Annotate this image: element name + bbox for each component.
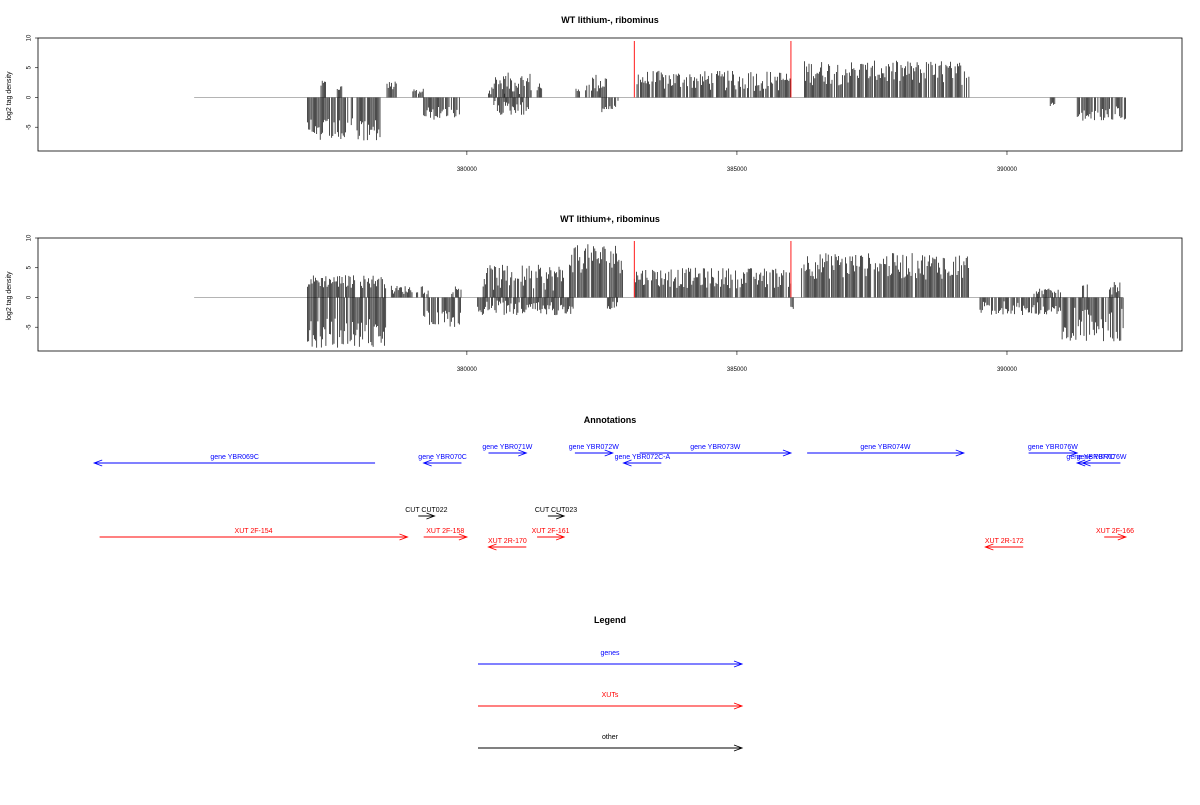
feature-label: gene YBR071W [482, 444, 532, 451]
signal-bars [194, 60, 1126, 141]
feature-label: gene YBR069C [210, 454, 259, 461]
feature-label: gene YBR072C-A [615, 454, 671, 461]
arrow-head [426, 512, 436, 520]
annotations-title: Annotations [584, 415, 637, 425]
annotation-feature: gene YBR072C-A [615, 454, 671, 467]
arrow-head [1117, 533, 1128, 541]
feature-label: gene YBR073W [690, 444, 740, 451]
annotation-feature: gene YBR074W [807, 444, 966, 457]
y-tick-label: -5 [27, 324, 33, 330]
annotation-feature: XUT 2R-172 [984, 538, 1024, 551]
arrow-head [733, 744, 744, 752]
y-axis-label: log2 tag density [6, 71, 13, 121]
y-tick-label: 10 [27, 234, 33, 241]
annotation-feature: gene YBR073W [639, 444, 793, 457]
x-tick-label: 390000 [997, 167, 1018, 173]
feature-label: gene YBR076W [1076, 454, 1126, 461]
legend-items: genes XUTs other [478, 650, 744, 752]
annotation-feature: XUT 2F-158 [423, 528, 469, 541]
arrow-head [518, 449, 528, 457]
track-title: WT lithium-, ribominus [561, 15, 659, 25]
annotation-feature: gene YBR069C [92, 454, 376, 467]
feature-label: CUT CUT023 [535, 507, 577, 514]
arrow-head [1075, 459, 1086, 467]
arrow-head [487, 543, 497, 551]
annotation-feature: gene YBR071W [482, 444, 533, 457]
marker-lines [633, 40, 792, 98]
x-tick-label: 385000 [727, 367, 748, 373]
y-tick-label: 5 [27, 265, 33, 269]
feature-label: XUT 2F-161 [532, 528, 570, 535]
legend-label: XUTs [602, 692, 619, 699]
arrow-head [604, 449, 614, 457]
signal-bars [194, 244, 1124, 348]
x-tick-label: 380000 [457, 167, 478, 173]
arrow-head [555, 512, 566, 520]
legend-item: other [478, 734, 744, 752]
annotation-feature: gene YBR076W [1028, 444, 1079, 457]
arrow-head [1069, 449, 1079, 457]
annotation-feature: XUT 2F-166 [1096, 528, 1134, 541]
feature-label: XUT 2F-158 [426, 528, 464, 535]
arrow-head [782, 449, 793, 457]
marker-lines [633, 240, 792, 298]
x-tick-label: 380000 [457, 367, 478, 373]
annotation-feature: CUT CUT022 [405, 507, 448, 520]
y-axis-label: log2 tag density [6, 271, 13, 321]
arrow-head [733, 702, 744, 710]
axis-ticks: -5 0 5 10 380000 385000 390000 [27, 34, 1018, 173]
feature-label: XUT 2R-170 [488, 538, 527, 545]
legend-item: XUTs [478, 692, 744, 710]
feature-label: gene YBR074W [860, 444, 910, 451]
track-title: WT lithium+, ribominus [560, 214, 660, 224]
arrow-head [955, 449, 966, 457]
legend-item: genes [478, 650, 744, 668]
feature-label: CUT CUT022 [405, 507, 447, 514]
annotations-panel: Annotations gene YBR069C gene YBR070Cgene… [92, 415, 1134, 551]
y-tick-label: 5 [27, 65, 33, 69]
feature-label: XUT 2R-172 [985, 538, 1024, 545]
annotation-feature: gene YBR077C [1066, 454, 1115, 467]
legend-label: genes [600, 650, 620, 657]
arrow-head [458, 533, 469, 541]
axis-ticks: -5 0 5 10 380000 385000 390000 [27, 234, 1018, 373]
annotation-feature: XUT 2F-161 [532, 528, 570, 541]
feature-label: XUT 2F-166 [1096, 528, 1134, 535]
legend: Legend genes XUTs other [478, 615, 744, 752]
annotation-feature: CUT CUT023 [535, 507, 577, 520]
x-tick-label: 385000 [727, 167, 748, 173]
y-tick-label: 10 [27, 34, 33, 41]
feature-label: gene YBR077C [1066, 454, 1115, 461]
feature-label: gene YBR076W [1028, 444, 1078, 451]
feature-label: gene YBR072W [569, 444, 619, 451]
y-tick-label: 0 [27, 295, 33, 299]
plot-frame [37, 237, 1183, 352]
annotation-feature: XUT 2F-154 [99, 528, 409, 541]
plot-frame [37, 37, 1183, 152]
feature-label: gene YBR070C [418, 454, 467, 461]
track-panel-lithium-minus: WT lithium-, ribominus log2 tag density … [6, 15, 1183, 173]
annotation-feature: gene YBR072W [569, 444, 619, 457]
y-tick-label: -5 [27, 124, 33, 130]
arrow-head [422, 459, 432, 467]
track-panel-lithium-plus: WT lithium+, ribominus log2 tag density … [6, 214, 1183, 373]
arrow-head [622, 459, 632, 467]
annotation-feature: XUT 2R-170 [487, 538, 527, 551]
arrow-head [555, 533, 566, 541]
arrow-head [984, 543, 994, 551]
arrow-head [733, 660, 744, 668]
legend-title: Legend [594, 615, 626, 625]
arrow-head [399, 533, 409, 541]
arrow-head [92, 459, 103, 467]
annotation-features: gene YBR069C gene YBR070C gene YBR071W gene… [92, 444, 1134, 551]
x-tick-label: 390000 [997, 367, 1018, 373]
feature-label: XUT 2F-154 [235, 528, 273, 535]
legend-label: other [602, 734, 619, 741]
annotation-feature: gene YBR070C [418, 454, 467, 467]
y-tick-label: 0 [27, 95, 33, 99]
